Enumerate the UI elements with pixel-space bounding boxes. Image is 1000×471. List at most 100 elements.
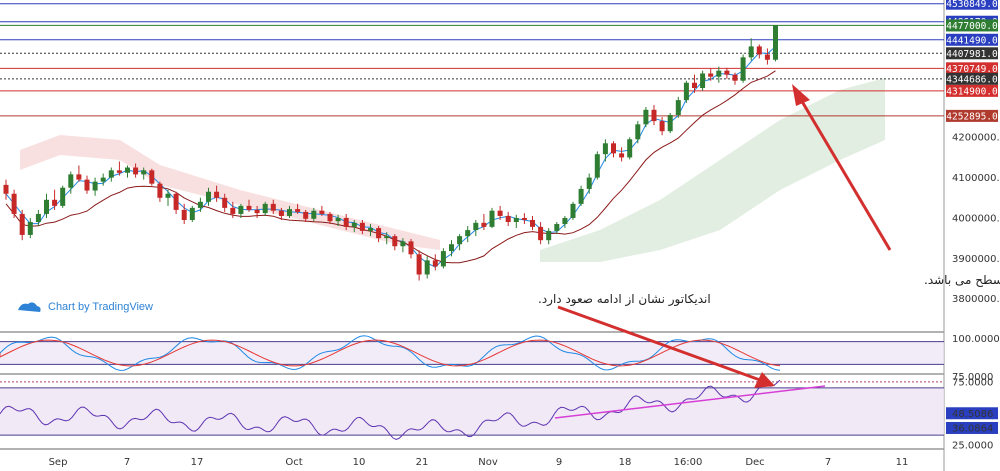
rsi-line [0, 379, 781, 440]
candle-body [708, 73, 714, 77]
candle [635, 121, 641, 144]
candle [3, 179, 9, 200]
cloud-bearish [20, 135, 440, 250]
candle-body [513, 217, 519, 223]
level-label-text: 4314900.0 [946, 86, 998, 97]
rsi-tick-bg [946, 421, 998, 434]
candle [52, 189, 58, 210]
level-label: 4314900.0 [946, 84, 998, 97]
candle [611, 141, 616, 158]
candle-body [157, 183, 163, 198]
candle-body [222, 197, 228, 208]
candle [384, 232, 390, 245]
candle-body [562, 217, 568, 225]
candle-body [100, 177, 106, 182]
candle [376, 226, 382, 243]
candle-body [683, 82, 689, 101]
candle [440, 248, 446, 269]
level-label: 4370749.0 [946, 62, 998, 75]
time-tick: Oct [285, 457, 302, 468]
rsi-oscillator: 75.0000 48.5086 36.0864 25.0000 [0, 377, 998, 452]
candle [125, 165, 130, 178]
level-label-text: 4252895.0 [946, 111, 998, 122]
candle-body [11, 193, 17, 214]
candle [667, 113, 673, 134]
candle [481, 213, 487, 231]
stoch-d-line [0, 339, 781, 367]
candle-body [659, 121, 665, 132]
time-axis: Sep 7 17 Oct 10 21 Nov 9 18 16:00 Dec 7 11 [49, 457, 909, 468]
candle-body [270, 203, 276, 211]
time-tick: 10 [353, 457, 366, 468]
candle-body [254, 209, 260, 214]
candle-body [692, 82, 697, 88]
candle-body [327, 213, 333, 222]
candle [206, 187, 211, 206]
price-tick: 4100000.0 [952, 173, 1000, 184]
candle-body [35, 213, 41, 223]
candle [230, 201, 236, 218]
rsi-tick-text: 36.0864 [952, 423, 993, 434]
level-label-bg [946, 84, 998, 97]
stochastic-oscillator: 100.0000 75.0000 [0, 334, 1000, 383]
candle [521, 213, 527, 225]
candle-body [27, 222, 33, 235]
level-label: 4477000.0 [946, 19, 998, 32]
candle [311, 207, 317, 222]
candle [100, 173, 106, 186]
candle-body [570, 203, 576, 218]
candle [278, 207, 284, 220]
time-tick: Sep [49, 457, 68, 468]
candle [116, 161, 122, 176]
time-tick: 9 [556, 457, 562, 468]
price-tick: 4000000.0 [952, 213, 1000, 224]
rsi-tick-text: 25.0000 [952, 441, 993, 452]
candle [473, 219, 479, 237]
candle-body [586, 177, 592, 189]
rsi-tick-text: 75.0000 [952, 377, 993, 388]
candle-body [368, 228, 373, 231]
candle [19, 209, 25, 241]
candle [554, 222, 560, 235]
candle [246, 199, 252, 212]
candle-body [173, 193, 179, 210]
time-tick: Nov [478, 457, 498, 468]
candle [578, 185, 584, 206]
candle [92, 177, 98, 196]
candle [197, 197, 203, 212]
candle [335, 214, 341, 227]
arrow-indicator [557, 305, 775, 388]
level-label-text: 4441490.0 [946, 35, 998, 46]
candle [76, 165, 82, 182]
candle-body [392, 236, 398, 247]
candle-body [3, 184, 9, 194]
candle [157, 181, 163, 202]
candle [432, 254, 438, 271]
candle-body [238, 205, 244, 214]
candle [724, 67, 730, 79]
candle-body [76, 174, 82, 180]
candle-body [165, 193, 171, 198]
rsi-tick: 36.0864 [946, 421, 998, 434]
candle [238, 203, 244, 218]
candle [497, 205, 503, 220]
rsi-tick: 75.0000 [952, 377, 993, 388]
candle [708, 68, 714, 81]
rsi-tick: 48.5086 [946, 407, 998, 420]
candle-body [505, 215, 511, 223]
candle [675, 96, 681, 118]
candle-body [424, 260, 430, 275]
candle [505, 211, 511, 227]
candle [692, 74, 697, 93]
annotation-price-condition: شرط ادامه صعود پایداری قیمت بالاتر از سط… [924, 273, 1000, 288]
candle-body [643, 109, 649, 125]
tradingview-logo[interactable]: Chart by TradingView [18, 301, 153, 313]
price-tick: 4200000.0 [952, 133, 1000, 144]
candle [756, 44, 762, 59]
candle-body [764, 54, 770, 60]
ichimoku-cloud [20, 78, 885, 262]
candle [400, 238, 406, 253]
candle-body [530, 219, 535, 227]
candle [368, 224, 373, 237]
time-tick: 17 [191, 457, 204, 468]
